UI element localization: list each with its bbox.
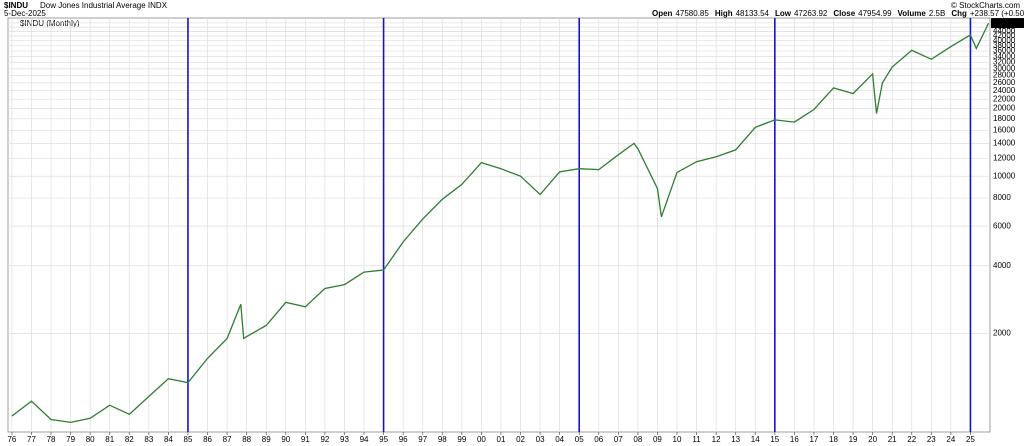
price-line: [11, 22, 990, 424]
x-tick-label: 07: [614, 435, 623, 444]
quote-value: 2.5B: [929, 9, 945, 18]
x-tick-label: 11: [692, 435, 701, 444]
x-tick-label: 96: [399, 435, 408, 444]
quote-label: High: [715, 9, 733, 18]
y-tick-label: 16000: [993, 125, 1016, 134]
x-tick-label: 01: [497, 435, 506, 444]
y-tick-label: 28000: [993, 71, 1016, 80]
y-tick-label: 14000: [993, 138, 1016, 147]
x-tick-label: 05: [575, 435, 584, 444]
quote-value: 48133.54: [736, 9, 770, 18]
x-tick-label: 76: [7, 435, 16, 444]
x-tick-label: 08: [633, 435, 642, 444]
x-tick-label: 13: [731, 435, 740, 444]
x-tick-label: 09: [653, 435, 662, 444]
copyright: © StockCharts.com: [951, 1, 1020, 10]
y-tick-label: 12000: [993, 154, 1016, 163]
y-tick-label: 18000: [993, 114, 1016, 123]
x-tick-label: 98: [438, 435, 447, 444]
x-tick-label: 02: [516, 435, 525, 444]
x-tick-label: 04: [555, 435, 564, 444]
y-tick-label: 30000: [993, 64, 1016, 73]
x-tick-label: 93: [340, 435, 349, 444]
x-tick-label: 21: [888, 435, 897, 444]
y-tick-label: 36000: [993, 46, 1016, 55]
y-tick-label: 2000: [993, 329, 1011, 338]
x-tick-label: 18: [829, 435, 838, 444]
x-tick-label: 87: [223, 435, 232, 444]
x-tick-label: 86: [203, 435, 212, 444]
y-tick-label: 8000: [993, 193, 1011, 202]
legend-entry: $INDU (Monthly): [20, 19, 80, 28]
quote-value: 47580.85: [675, 9, 709, 18]
x-tick-label: 94: [360, 435, 369, 444]
y-tick-label: 38000: [993, 41, 1016, 50]
y-tick-label: 44000: [993, 27, 1016, 36]
x-tick-label: 23: [927, 435, 936, 444]
x-tick-label: 77: [27, 435, 36, 444]
x-tick-label: 14: [751, 435, 760, 444]
symbol: $INDU: [4, 1, 28, 10]
chart-title: Dow Jones Industrial Average INDX: [40, 1, 168, 10]
y-tick-label: 10000: [993, 171, 1016, 180]
x-tick-label: 97: [418, 435, 427, 444]
x-tick-label: 20: [868, 435, 877, 444]
quote-label: Volume: [898, 9, 927, 18]
x-tick-label: 15: [770, 435, 779, 444]
y-tick-label: 40000: [993, 36, 1016, 45]
x-tick-label: 95: [379, 435, 388, 444]
quote-label: Open: [652, 9, 673, 18]
last-price-label: 47954.99: [993, 18, 1024, 27]
x-tick-label: 16: [790, 435, 799, 444]
last-price-tag: [991, 18, 1024, 29]
x-tick-label: 91: [301, 435, 310, 444]
x-tick-label: 22: [907, 435, 916, 444]
y-tick-label: 34000: [993, 52, 1016, 61]
plot-frame: [7, 17, 991, 433]
x-tick-label: 92: [320, 435, 329, 444]
y-tick-label: 42000: [993, 31, 1016, 40]
y-tick-label: 32000: [993, 58, 1016, 67]
x-tick-label: 79: [66, 435, 75, 444]
x-tick-label: 19: [849, 435, 858, 444]
x-tick-label: 83: [144, 435, 153, 444]
x-tick-label: 81: [105, 435, 114, 444]
quote: Open 47580.85 High 48133.54 Low 47263.92 Close…: [652, 9, 1024, 18]
y-tick-label: 6000: [993, 221, 1011, 230]
x-tick-label: 89: [262, 435, 271, 444]
y-tick-label: 4000: [993, 261, 1011, 270]
x-tick-label: 84: [164, 435, 173, 444]
quote-value: 47263.92: [794, 9, 828, 18]
quote-value: +238.57 (+0.50%) ▲: [970, 9, 1024, 18]
y-tick-label: 20000: [993, 104, 1016, 113]
x-tick-label: 80: [86, 435, 95, 444]
y-tick-label: 26000: [993, 78, 1016, 87]
x-tick-label: 82: [125, 435, 134, 444]
x-tick-label: 88: [242, 435, 251, 444]
quote-label: Chg: [951, 9, 967, 18]
x-tick-label: 06: [594, 435, 603, 444]
x-tick-label: 24: [946, 435, 955, 444]
plot: 76 77 78 79 80 81 82 83 84 85 86 87 88 89 90 91 92 93 94 95…: [7, 18, 1024, 444]
x-tick-label: 17: [809, 435, 818, 444]
x-tick-label: 99: [457, 435, 466, 444]
quote-label: Low: [775, 9, 792, 18]
x-tick-label: 12: [712, 435, 721, 444]
x-tick-label: 03: [536, 435, 545, 444]
quote-label: Close: [833, 9, 855, 18]
x-tick-label: 10: [673, 435, 682, 444]
quote-value: 47954.99: [858, 9, 892, 18]
y-tick-label: 24000: [993, 86, 1016, 95]
y-tick-label: 22000: [993, 94, 1016, 103]
date: 5-Dec-2025: [4, 9, 46, 18]
x-tick-label: 78: [47, 435, 56, 444]
x-tick-label: 25: [966, 435, 975, 444]
x-tick-label: 90: [281, 435, 290, 444]
x-tick-label: 85: [184, 435, 193, 444]
x-tick-label: 00: [477, 435, 486, 444]
